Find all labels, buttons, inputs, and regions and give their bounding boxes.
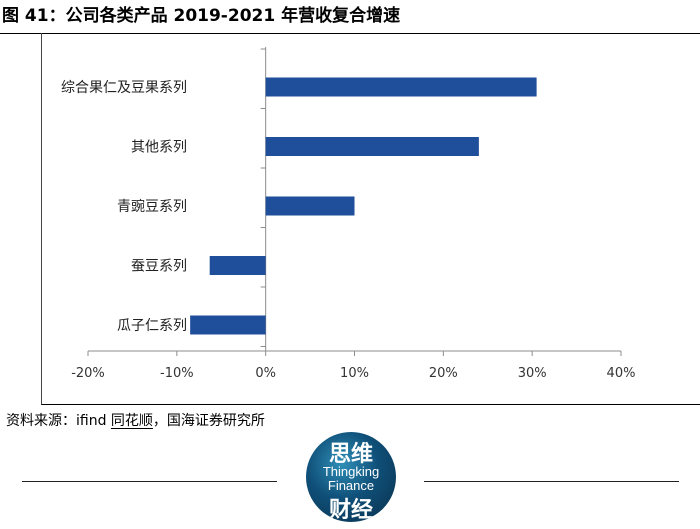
logo-line-3: Finance [327,478,375,493]
logo-line-4: 财经 [328,497,373,522]
bar-chart: -20% -10% 0% 10% 20% 30% 40% 综合果仁及豆果系列其他系列青豌豆系列… [61,47,636,381]
source-note: 资料来源：ifind 同花顺，国海证券研究所 [6,411,265,431]
x-tick-label: 20% [429,366,458,381]
source-prefix: 资料来源：ifind [6,413,111,429]
footer-rule-left [22,481,277,482]
category-label: 蚕豆系列 [131,259,187,275]
category-label: 瓜子仁系列 [117,318,187,334]
category-label: 青豌豆系列 [117,199,187,215]
footer-rule-right [424,481,679,482]
bar [265,77,537,97]
category-label: 其他系列 [131,140,187,156]
x-tick-label: -20% [71,366,105,381]
x-tick-label: 40% [607,366,636,381]
x-tick-label: 30% [518,366,547,381]
logo-line-2: Thingking [322,464,380,479]
bar [265,196,355,216]
figure-title: 图 41：公司各类产品 2019-2021 年营收复合增速 [0,0,700,34]
logo-line-1: 思维 [328,441,373,466]
x-tick-label: 10% [340,366,369,381]
bar [209,256,266,275]
bar [190,315,266,335]
chart-frame: -20% -10% 0% 10% 20% 30% 40% 综合果仁及豆果系列其他系列青豌豆系列… [41,33,700,405]
category-label: 综合果仁及豆果系列 [61,80,187,96]
bar [265,137,479,156]
x-tick-label: 0% [255,366,276,381]
thinking-finance-logo: 思维 Thingking Finance 财经 [306,432,396,522]
source-link[interactable]: 同花顺 [110,413,153,429]
source-suffix: ，国海证券研究所 [152,413,265,429]
x-tick-label: -10% [160,366,194,381]
